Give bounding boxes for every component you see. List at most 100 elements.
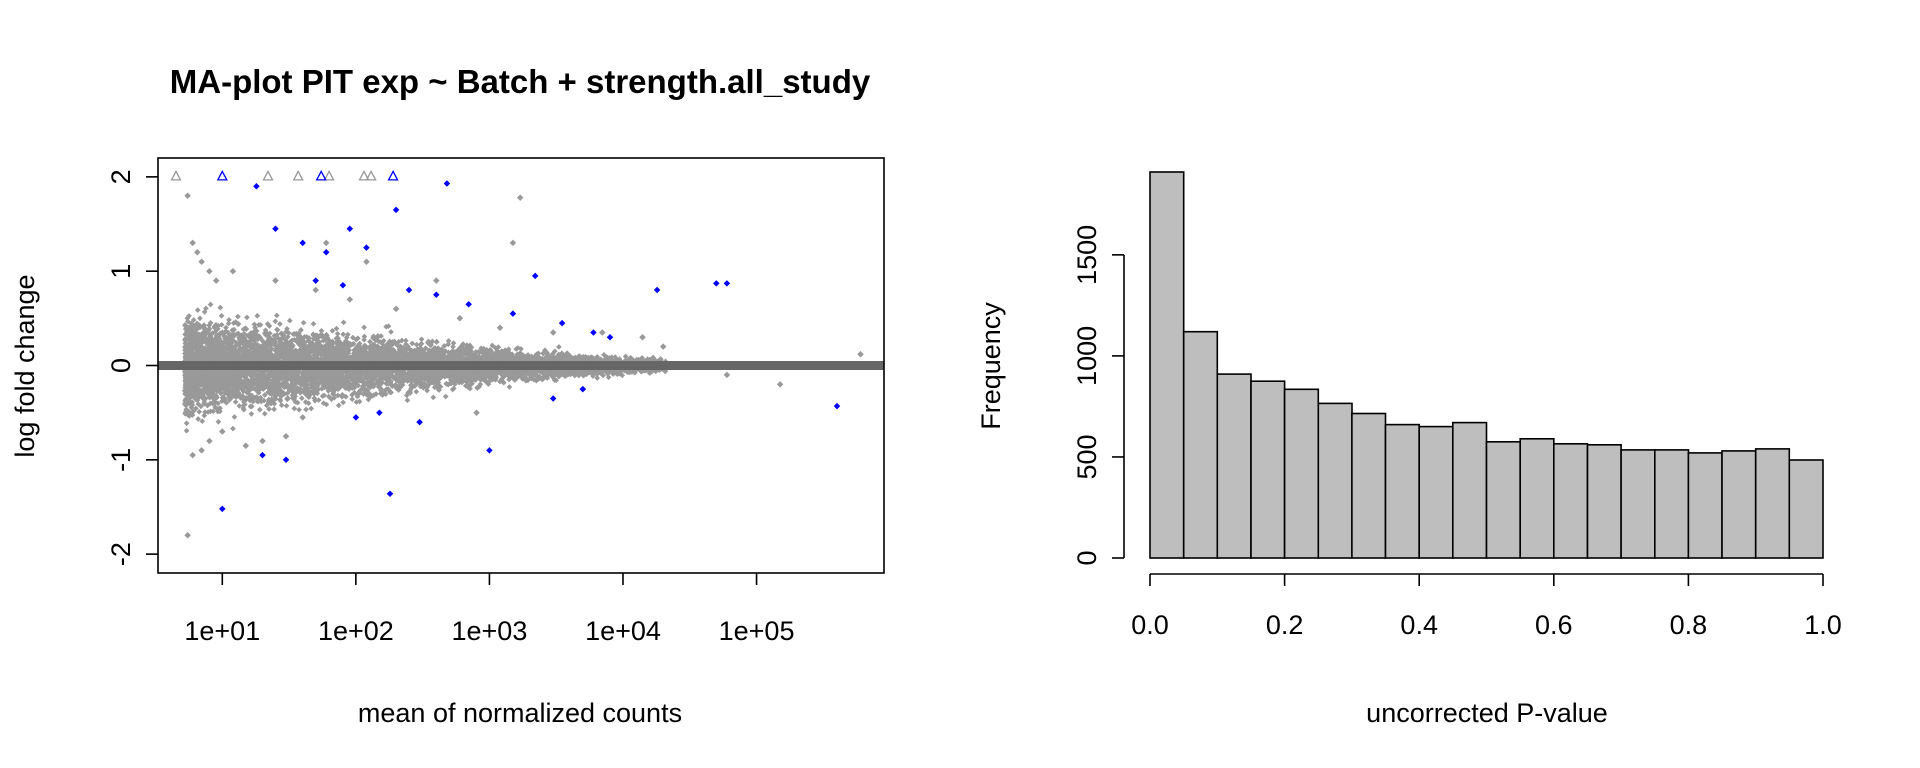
ma-point	[217, 408, 223, 415]
ma-point	[298, 327, 304, 333]
ma-point	[361, 336, 367, 343]
ma-point	[212, 404, 219, 411]
ma-point	[350, 384, 357, 390]
ma-point	[498, 377, 505, 384]
ma-point	[201, 412, 208, 419]
ma-point	[261, 397, 267, 404]
ma-point	[433, 338, 440, 345]
ma-point	[356, 398, 363, 405]
ma-point	[324, 334, 331, 341]
ma-point	[354, 393, 361, 400]
ma-point	[290, 342, 296, 349]
ma-point	[418, 340, 425, 347]
ma-point	[243, 394, 250, 401]
ma-point	[207, 408, 214, 415]
ma-point	[340, 399, 346, 406]
ma-point	[318, 327, 325, 334]
ma-point	[244, 314, 250, 321]
ma-point	[266, 406, 272, 412]
ma-point	[413, 341, 420, 348]
ma-point	[236, 403, 243, 409]
ma-point	[594, 375, 601, 381]
ma-point	[248, 403, 255, 410]
ma-point	[207, 301, 214, 308]
ma-point	[658, 356, 664, 363]
ma-point	[251, 321, 258, 328]
ma-point	[355, 382, 362, 389]
ma-point	[421, 380, 428, 387]
ma-plot-title: MA-plot PIT exp ~ Batch + strength.all_s…	[170, 63, 871, 100]
ma-point	[271, 406, 277, 413]
ma-point	[183, 420, 190, 427]
ma-point	[231, 326, 237, 333]
ma-point	[198, 403, 204, 410]
ma-point	[292, 393, 298, 400]
ma-point	[409, 340, 416, 347]
ma-point	[225, 320, 232, 327]
ma-point	[249, 331, 256, 337]
ma-point	[232, 380, 239, 387]
ma-point	[506, 384, 513, 390]
ma-point	[480, 345, 487, 352]
ma-point	[296, 406, 302, 413]
ma-point	[249, 374, 256, 381]
ma-point	[217, 405, 223, 412]
ma-point	[294, 399, 301, 406]
ma-point	[284, 396, 291, 403]
ma-point	[291, 405, 298, 412]
ma-point	[205, 327, 212, 334]
ma-point	[278, 402, 285, 409]
ma-point	[506, 376, 513, 382]
ma-point	[534, 376, 541, 383]
ma-point	[255, 322, 262, 328]
ma-point	[261, 392, 268, 398]
ma-point	[413, 388, 420, 395]
ma-point	[445, 341, 452, 348]
ma-point	[277, 397, 284, 404]
ma-point	[190, 317, 197, 323]
ma-point	[308, 405, 315, 412]
ma-point	[256, 406, 263, 413]
ma-point	[261, 341, 268, 348]
ma-point	[442, 393, 449, 400]
ma-point	[183, 427, 190, 434]
ma-point	[445, 338, 452, 344]
ma-point	[254, 312, 261, 319]
ma-point	[211, 400, 218, 407]
ma-point	[388, 329, 394, 335]
ma-point	[319, 393, 326, 399]
ma-plot-panel: MA-plot PIT exp ~ Batch + strength.all_s…	[10, 63, 885, 728]
ma-point	[622, 353, 629, 360]
ma-point	[215, 400, 221, 407]
ma-point	[329, 327, 336, 334]
ma-point	[261, 410, 268, 417]
ma-point	[367, 338, 373, 345]
ma-point	[361, 324, 367, 331]
ma-point	[230, 425, 236, 432]
ma-point	[361, 333, 368, 340]
ma-point	[351, 346, 358, 353]
ma-point	[197, 315, 203, 322]
ma-point	[349, 396, 356, 403]
ma-point	[450, 385, 457, 392]
ma-point	[590, 373, 596, 379]
ma-point	[291, 336, 298, 343]
ma-point	[201, 309, 208, 315]
ma-point	[360, 377, 366, 384]
ma-point	[300, 319, 307, 326]
ma-point	[194, 307, 201, 313]
ma-point	[397, 382, 403, 389]
ma-point	[475, 349, 482, 355]
ma-point	[299, 395, 305, 402]
ma-point	[489, 342, 496, 349]
ma-point	[406, 376, 413, 383]
ma-point	[467, 351, 474, 358]
ma-point	[245, 332, 251, 339]
ma-point	[347, 342, 353, 349]
ma-point	[464, 342, 470, 348]
ma-point	[334, 330, 341, 337]
ma-point	[373, 391, 379, 397]
ma-point	[286, 317, 293, 324]
ma-point	[199, 418, 206, 425]
